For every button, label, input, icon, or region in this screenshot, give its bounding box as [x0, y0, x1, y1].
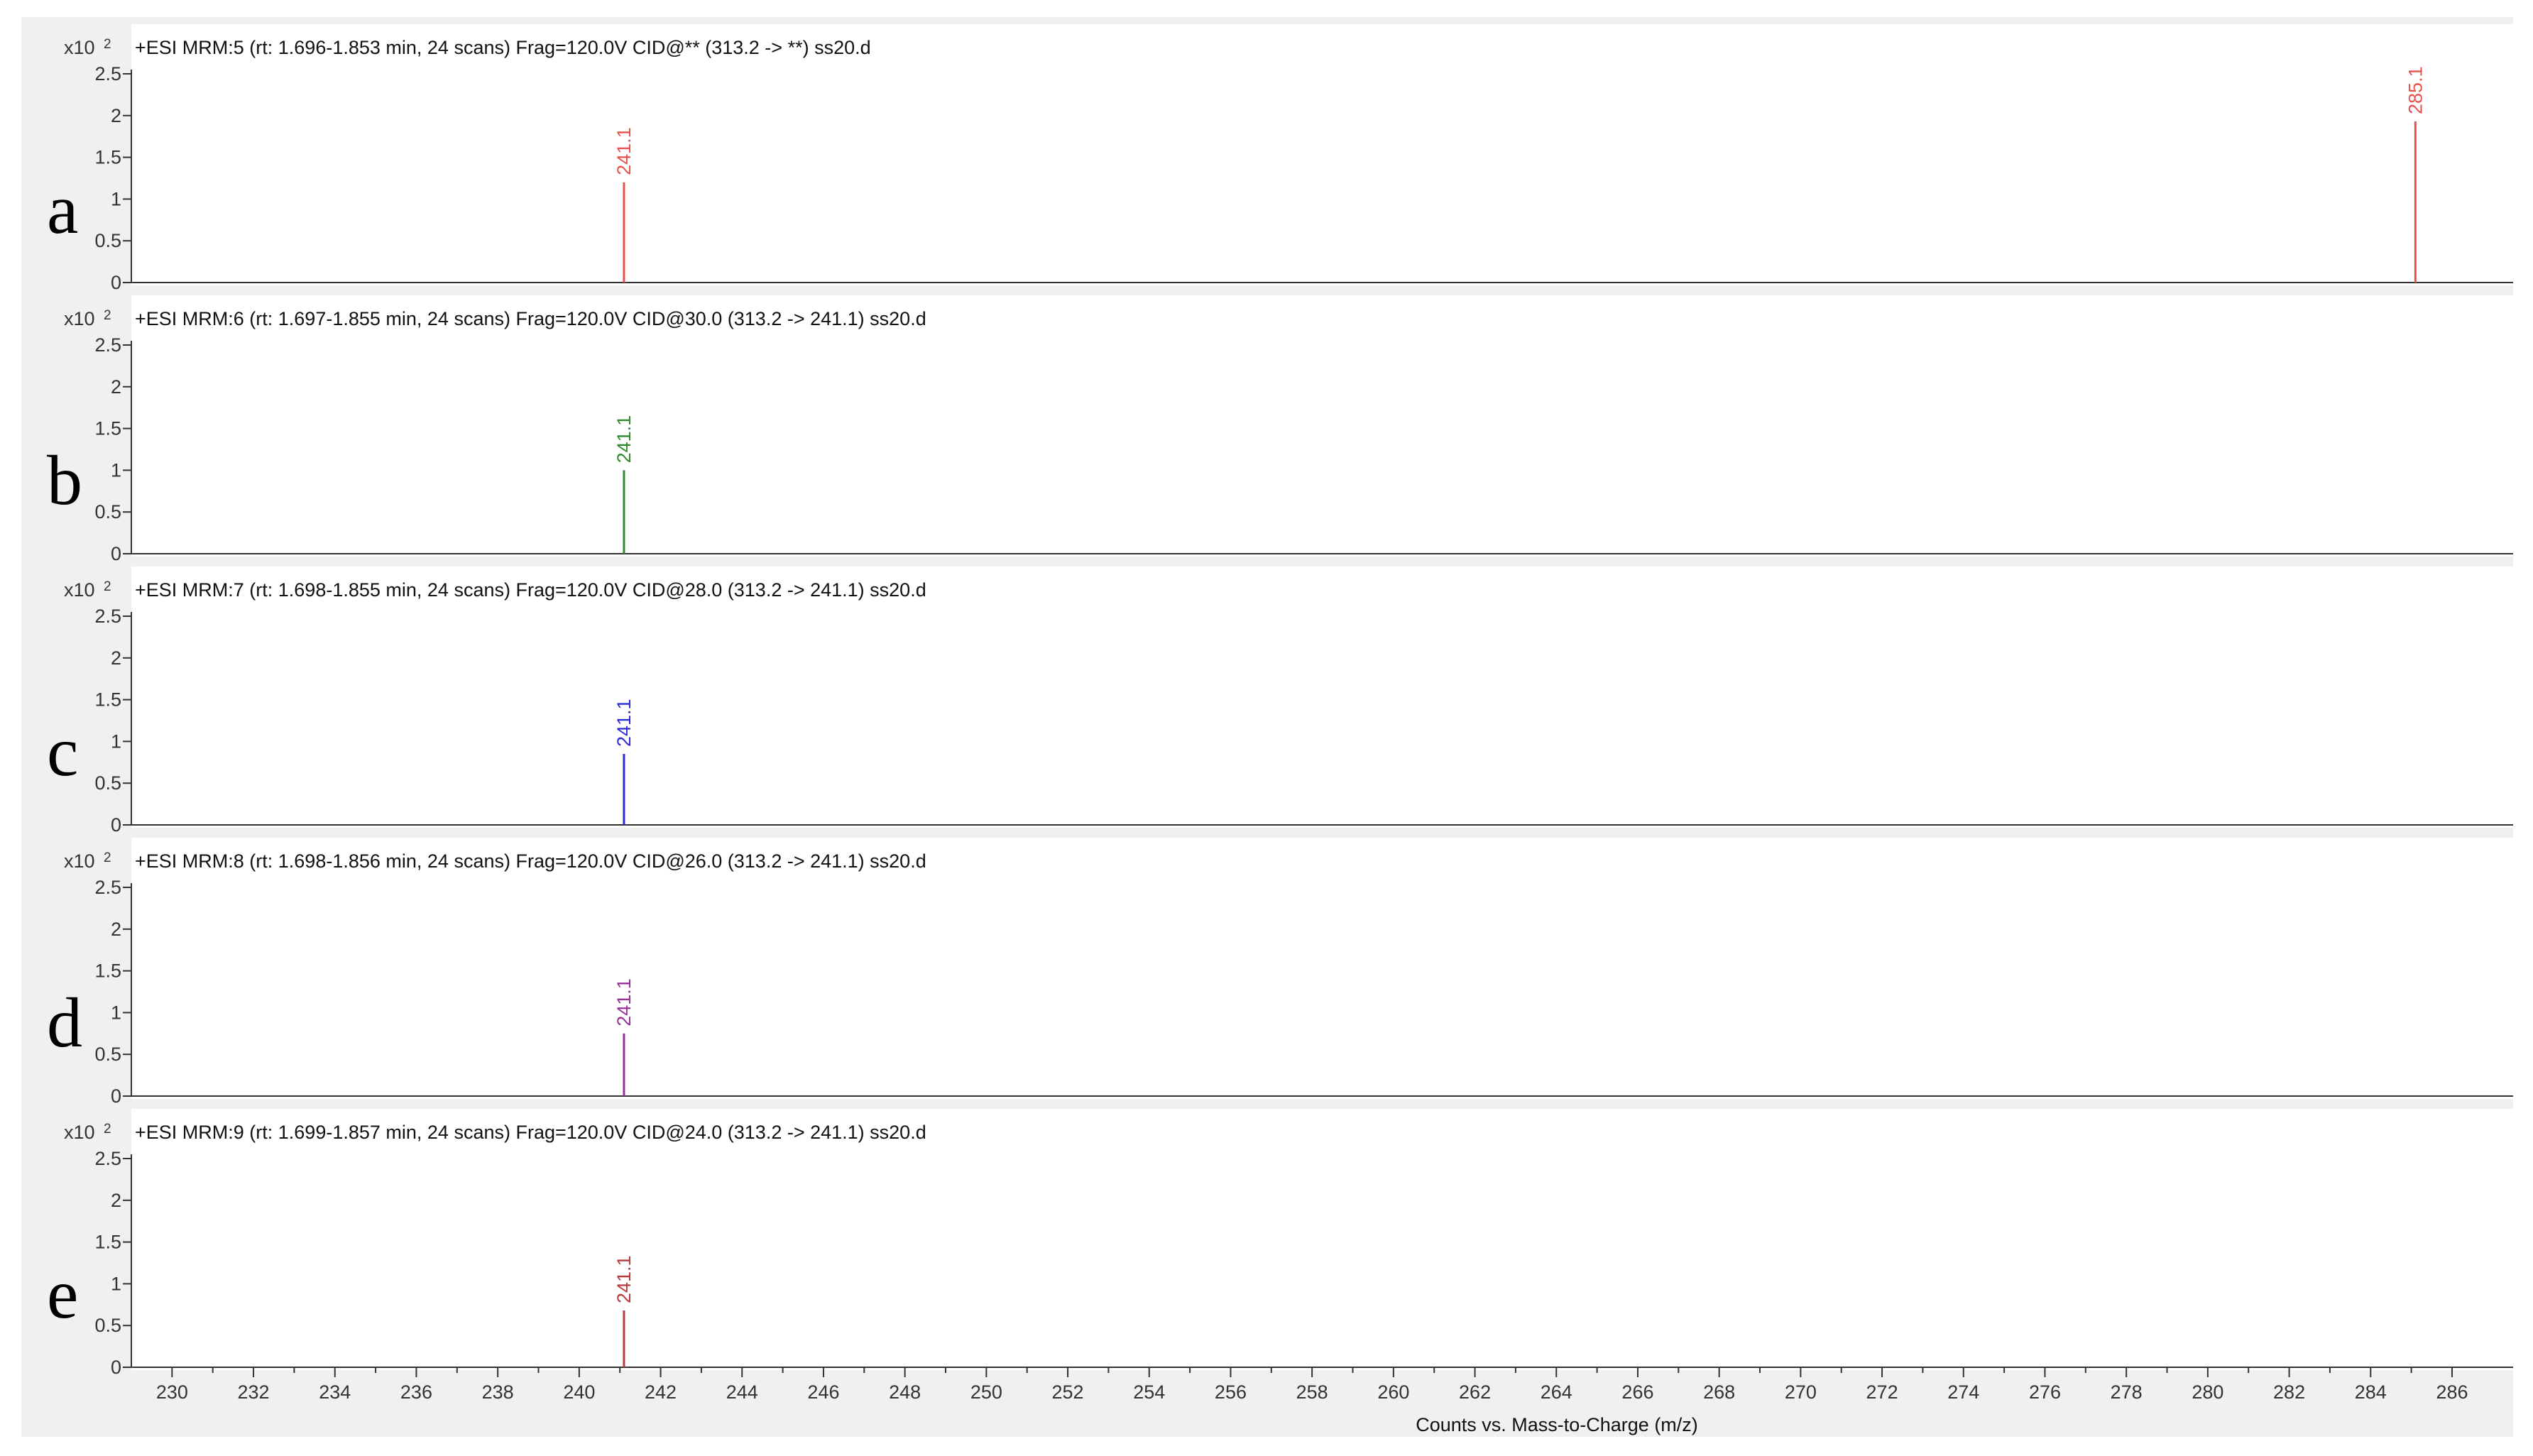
y-tick-label: 0	[111, 543, 121, 564]
x-tick-label: 244	[726, 1381, 758, 1403]
x-tick-label: 250	[970, 1381, 1002, 1403]
y-tick-label: 1	[111, 730, 121, 752]
x-tick-label: 236	[400, 1381, 432, 1403]
x-tick-label: 246	[807, 1381, 839, 1403]
panel-letter: e	[47, 1254, 78, 1333]
peak-label: 241.1	[613, 699, 635, 747]
x-tick-label: 230	[156, 1381, 188, 1403]
panel-b: 0 0.5 1 1.5 2 2.5 x10 2 +ESI MRM:6 (rt: 1.697-1.…	[47, 295, 2513, 564]
x-tick-label: 254	[1133, 1381, 1165, 1403]
y-tick-label: 2.5	[94, 334, 121, 356]
peak-label: 241.1	[613, 415, 635, 464]
x-tick-label: 276	[2029, 1381, 2061, 1403]
panel-letter: c	[47, 712, 78, 791]
y-tick-label: 2.5	[94, 1148, 121, 1169]
panel-title: +ESI MRM:6 (rt: 1.697-1.855 min, 24 scan…	[135, 308, 926, 329]
x-tick-label: 232	[238, 1381, 270, 1403]
x-tick-label: 284	[2355, 1381, 2387, 1403]
panel-title: +ESI MRM:5 (rt: 1.696-1.853 min, 24 scan…	[135, 37, 871, 58]
plot-area	[131, 566, 2513, 828]
x-tick-label: 266	[1621, 1381, 1653, 1403]
x-tick-label: 282	[2273, 1381, 2305, 1403]
y-tick-label: 1.5	[94, 147, 121, 168]
y-tick-label: 0	[111, 1085, 121, 1107]
x-tick-label: 264	[1541, 1381, 1572, 1403]
x-tick-label: 258	[1296, 1381, 1328, 1403]
y-scale-exponent: 2	[104, 850, 111, 865]
y-tick-label: 1.5	[94, 960, 121, 982]
y-scale-label: x10	[64, 37, 95, 58]
y-tick-label: 2.5	[94, 606, 121, 627]
x-axis: 230 232 234 236 238 240 242 244 246 248 250 252 254 2…	[156, 1367, 2468, 1403]
plot-area	[131, 838, 2513, 1099]
y-tick-label: 0	[111, 814, 121, 836]
x-tick-label: 238	[482, 1381, 514, 1403]
panel-letter: b	[47, 441, 82, 520]
y-tick-label: 2	[111, 919, 121, 940]
x-tick-label: 260	[1377, 1381, 1409, 1403]
y-scale-exponent: 2	[104, 308, 111, 323]
y-tick-label: 2	[111, 647, 121, 669]
y-scale-label: x10	[64, 308, 95, 329]
panel-title: +ESI MRM:8 (rt: 1.698-1.856 min, 24 scan…	[135, 850, 926, 872]
peak-label: 241.1	[613, 978, 635, 1027]
y-tick-label: 0.5	[94, 1315, 121, 1336]
spectrum-panels: 0 0.5 1 1.5 2 2.5 x10 2 +ESI MRM:5 (rt: 1.696-1.…	[47, 24, 2513, 1378]
y-tick-label: 1	[111, 1002, 121, 1023]
x-tick-label: 270	[1785, 1381, 1817, 1403]
y-tick-label: 1	[111, 188, 121, 209]
peak-label: 241.1	[613, 1255, 635, 1303]
y-tick-label: 1.5	[94, 1232, 121, 1253]
y-tick-label: 2.5	[94, 63, 121, 84]
y-scale-exponent: 2	[104, 579, 111, 594]
x-tick-label: 278	[2111, 1381, 2143, 1403]
panel-title: +ESI MRM:7 (rt: 1.698-1.855 min, 24 scan…	[135, 579, 926, 601]
y-tick-label: 0.5	[94, 230, 121, 251]
y-scale-exponent: 2	[104, 37, 111, 52]
x-tick-label: 268	[1703, 1381, 1735, 1403]
x-tick-label: 274	[1947, 1381, 1979, 1403]
panel-letter: d	[47, 983, 82, 1062]
y-tick-label: 0.5	[94, 1044, 121, 1065]
x-tick-label: 248	[889, 1381, 921, 1403]
y-tick-label: 1	[111, 1273, 121, 1294]
x-tick-label: 272	[1866, 1381, 1898, 1403]
panel-title: +ESI MRM:9 (rt: 1.699-1.857 min, 24 scan…	[135, 1122, 926, 1143]
y-scale-label: x10	[64, 850, 95, 872]
x-tick-label: 262	[1459, 1381, 1491, 1403]
panel-d: 0 0.5 1 1.5 2 2.5 x10 2 +ESI MRM:8 (rt: 1.698-1.…	[47, 838, 2513, 1107]
y-tick-label: 1	[111, 459, 121, 481]
panel-letter: a	[47, 170, 78, 248]
x-tick-label: 240	[563, 1381, 595, 1403]
y-tick-label: 0.5	[94, 501, 121, 522]
y-scale-exponent: 2	[104, 1122, 111, 1137]
panel-a: 0 0.5 1 1.5 2 2.5 x10 2 +ESI MRM:5 (rt: 1.696-1.…	[47, 24, 2513, 293]
y-tick-label: 1.5	[94, 689, 121, 711]
y-scale-label: x10	[64, 579, 95, 601]
x-tick-label: 234	[319, 1381, 351, 1403]
y-tick-label: 0.5	[94, 772, 121, 794]
x-tick-label: 286	[2436, 1381, 2468, 1403]
plot-area	[131, 24, 2513, 285]
y-tick-label: 0	[111, 1357, 121, 1378]
x-tick-label: 242	[645, 1381, 677, 1403]
x-axis-title: Counts vs. Mass-to-Charge (m/z)	[1416, 1414, 1698, 1435]
panel-c: 0 0.5 1 1.5 2 2.5 x10 2 +ESI MRM:7 (rt: 1.698-1.…	[47, 566, 2513, 836]
y-tick-label: 2	[111, 1190, 121, 1211]
y-tick-label: 2.5	[94, 877, 121, 898]
x-tick-label: 252	[1052, 1381, 1084, 1403]
x-tick-label: 280	[2192, 1381, 2223, 1403]
plot-area	[131, 295, 2513, 557]
peak-label: 285.1	[2405, 66, 2426, 114]
plot-area	[131, 1109, 2513, 1370]
y-scale-label: x10	[64, 1122, 95, 1143]
y-tick-label: 2	[111, 376, 121, 398]
x-tick-label: 256	[1215, 1381, 1247, 1403]
panel-e: 0 0.5 1 1.5 2 2.5 x10 2 +ESI MRM:9 (rt: 1.699-1.…	[47, 1109, 2513, 1378]
y-tick-label: 1.5	[94, 418, 121, 439]
y-tick-label: 0	[111, 272, 121, 293]
peak-label: 241.1	[613, 127, 635, 175]
y-tick-label: 2	[111, 105, 121, 126]
